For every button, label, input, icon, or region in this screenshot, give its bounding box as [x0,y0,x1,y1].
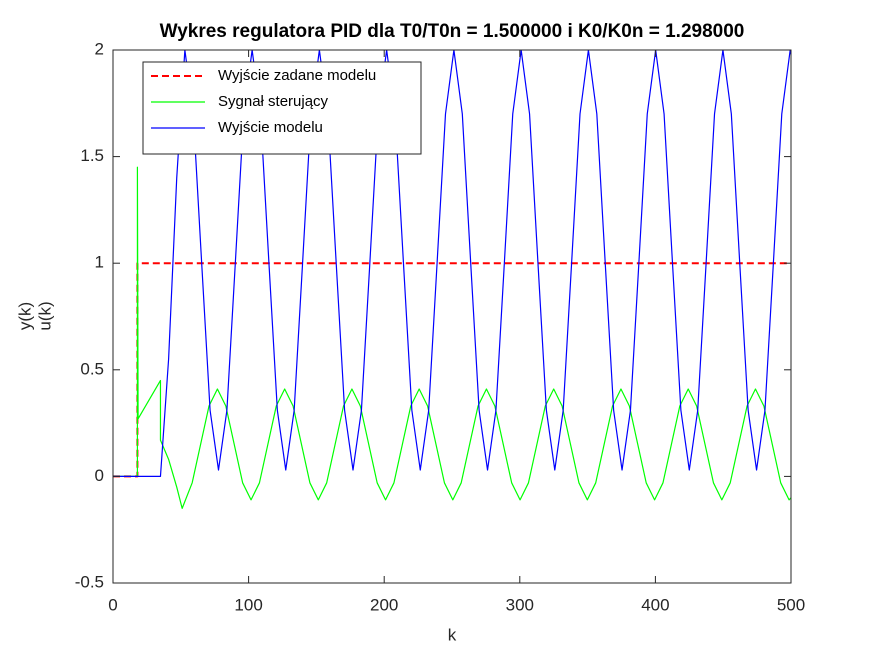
legend-label: Wyjście zadane modelu [218,67,376,84]
y-tick-label: 2 [95,39,104,58]
y-tick-label: 0 [95,466,104,485]
y-axis-label: u(k) [35,301,54,330]
x-tick-label: 500 [777,595,805,614]
y-tick-label: -0.5 [75,572,104,591]
x-tick-label: 0 [108,595,117,614]
legend-box [142,61,422,155]
y-tick-label: 1 [95,253,104,272]
y-axis-label: y(k) [15,302,34,330]
x-tick-label: 100 [234,595,262,614]
legend-label: Sygnał sterujący [218,93,329,110]
legend-label: Wyjście modelu [218,119,323,136]
y-tick-label: 1.5 [80,146,104,165]
x-axis-label: k [448,625,457,644]
x-tick-label: 300 [506,595,534,614]
y-tick-label: 0.5 [80,359,104,378]
axes-box [112,49,792,584]
x-tick-label: 400 [641,595,669,614]
series-line [113,166,791,509]
x-tick-label: 200 [370,595,398,614]
chart-title: Wykres regulatora PID dla T0/T0n = 1.500… [160,21,745,42]
